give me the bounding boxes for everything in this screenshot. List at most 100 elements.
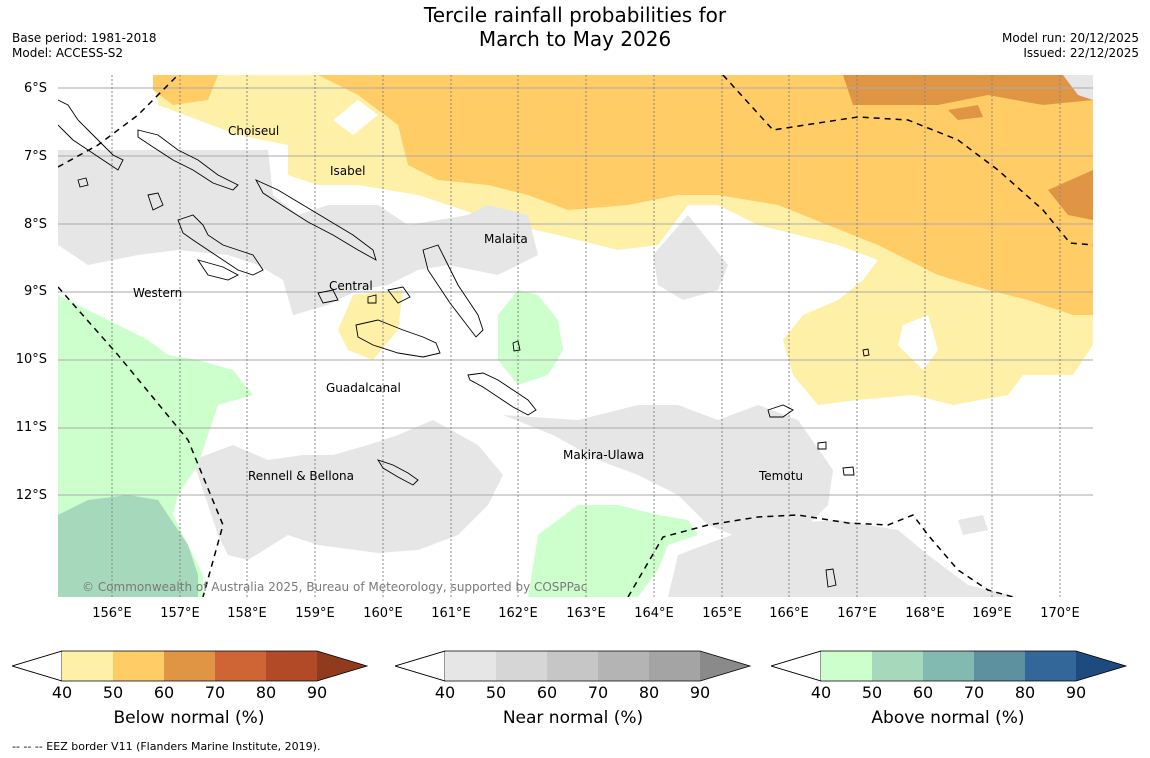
label-choiseul: Choiseul (228, 124, 280, 138)
near-tick-80: 80 (638, 683, 660, 702)
probability-map: Choiseul Isabel Malaita Western Central … (58, 75, 1093, 597)
map-canvas (58, 75, 1093, 597)
lon-label-162e: 162°E (498, 606, 538, 621)
copyright-notice: © Commonwealth of Australia 2025, Bureau… (82, 580, 588, 594)
above-tick-60: 60 (912, 683, 934, 702)
makira-outline (467, 372, 537, 416)
title-line-1: Tercile rainfall probabilities for (423, 3, 727, 27)
lon-label-165e: 165°E (702, 606, 742, 621)
model-run: Model run: 20/12/2025 (1001, 31, 1139, 45)
guadalcanal-outline (355, 319, 441, 358)
label-western: Western (133, 286, 183, 300)
lat-label-12s: 12°S (15, 488, 47, 503)
below-normal-colorbar (12, 650, 369, 682)
below-tick-90: 90 (306, 683, 328, 702)
temotu-islet-3 (825, 568, 837, 588)
temotu-islet-1 (817, 441, 827, 450)
above-tick-70: 70 (963, 683, 985, 702)
label-rennell-bellona: Rennell & Bellona (248, 469, 355, 483)
below-normal-60-70-region-east (1048, 170, 1093, 220)
near-tick-90: 90 (689, 683, 711, 702)
above-colorbar-segment-3 (923, 651, 974, 681)
above-colorbar-max-arrow (1076, 651, 1126, 681)
russell-outline (317, 289, 339, 304)
lon-label-158e: 158°E (227, 606, 267, 621)
below-colorbar-segment-1 (62, 651, 113, 681)
new-georgia-outline (177, 214, 264, 276)
lon-label-159e: 159°E (295, 606, 335, 621)
near-tick-70: 70 (587, 683, 609, 702)
lat-label-9s: 9°S (23, 284, 47, 299)
lon-label-157e: 157°E (160, 606, 200, 621)
lat-label-10s: 10°S (15, 352, 47, 367)
above-normal-south-region (528, 505, 698, 597)
lon-label-169e: 169°E (972, 606, 1012, 621)
model-name: Model: ACCESS-S2 (12, 46, 124, 60)
rennell-outline (376, 459, 419, 486)
above-normal-50-60-region (58, 495, 198, 597)
below-normal-50-60-region-west (153, 75, 218, 105)
eez-border (58, 75, 1093, 597)
tikopia-outline (862, 348, 870, 357)
lon-label-167e: 167°E (837, 606, 877, 621)
near-normal-label: Near normal (%) (502, 708, 644, 728)
below-colorbar-max-arrow (317, 651, 367, 681)
new-georgia-outline-2 (196, 259, 239, 281)
white-hole-east (898, 315, 938, 370)
below-tick-40: 40 (51, 683, 73, 702)
lon-label-168e: 168°E (905, 606, 945, 621)
below-normal-50-60-region (318, 75, 1093, 315)
below-colorbar-segment-3 (164, 651, 215, 681)
label-malaita: Malaita (484, 232, 528, 246)
near-tick-60: 60 (536, 683, 558, 702)
below-colorbar-min-arrow (12, 650, 63, 682)
near-normal-west-region (58, 150, 538, 315)
near-colorbar-segment-4 (598, 651, 649, 681)
below-tick-70: 70 (204, 683, 226, 702)
above-tick-50: 50 (861, 683, 883, 702)
lon-label-160e: 160°E (363, 606, 403, 621)
near-colorbar-segment-1 (445, 651, 496, 681)
label-makira-ulawa: Makira-Ulawa (563, 448, 645, 462)
isabel-outline (254, 179, 377, 261)
latitude-grid (58, 87, 1093, 496)
island-coastlines (58, 99, 870, 588)
title-line-2: March to May 2026 (478, 27, 672, 51)
lon-label-161e: 161°E (431, 606, 471, 621)
lon-label-170e: 170°E (1040, 606, 1080, 621)
savo-outline (367, 294, 377, 304)
lon-label-164e: 164°E (634, 606, 674, 621)
below-colorbar-segment-4 (215, 651, 266, 681)
near-tick-40: 40 (434, 683, 456, 702)
ulawa-outline (512, 340, 521, 352)
above-colorbar-segment-4 (974, 651, 1025, 681)
label-central: Central (329, 279, 373, 293)
lon-label-166e: 166°E (769, 606, 809, 621)
above-normal-malaita-region (498, 290, 563, 385)
near-colorbar-segment-3 (547, 651, 598, 681)
below-normal-60-70-region-small (948, 105, 983, 120)
bougainville-outline (58, 99, 124, 171)
near-normal-small-region (958, 515, 988, 535)
below-normal-guadalcanal-region (338, 290, 403, 360)
chart-title: Tercile rainfall probabilities for March… (0, 3, 1150, 51)
run-info: Model run: 20/12/2025 Issued: 22/12/2025 (1002, 31, 1139, 61)
lat-label-11s: 11°S (15, 420, 47, 435)
eez-footnote: -- -- -- EEZ border V11 (Flanders Marine… (12, 740, 321, 753)
santa-cruz-outline (767, 404, 794, 418)
vella-outline (147, 192, 164, 211)
above-colorbar-segment-1 (821, 651, 872, 681)
near-colorbar-segment-5 (649, 651, 700, 681)
near-colorbar-segment-2 (496, 651, 547, 681)
lon-label-163e: 163°E (566, 606, 606, 621)
label-temotu: Temotu (759, 469, 804, 483)
near-colorbar-min-arrow (395, 650, 446, 682)
lon-label-156e: 156°E (92, 606, 132, 621)
label-guadalcanal: Guadalcanal (326, 381, 401, 395)
choiseul-outline (137, 129, 239, 191)
above-normal-colorbar (771, 650, 1128, 682)
above-colorbar-segment-5 (1025, 651, 1076, 681)
above-tick-40: 40 (810, 683, 832, 702)
below-normal-label: Below normal (%) (113, 708, 265, 728)
malaita-outline (422, 244, 484, 338)
